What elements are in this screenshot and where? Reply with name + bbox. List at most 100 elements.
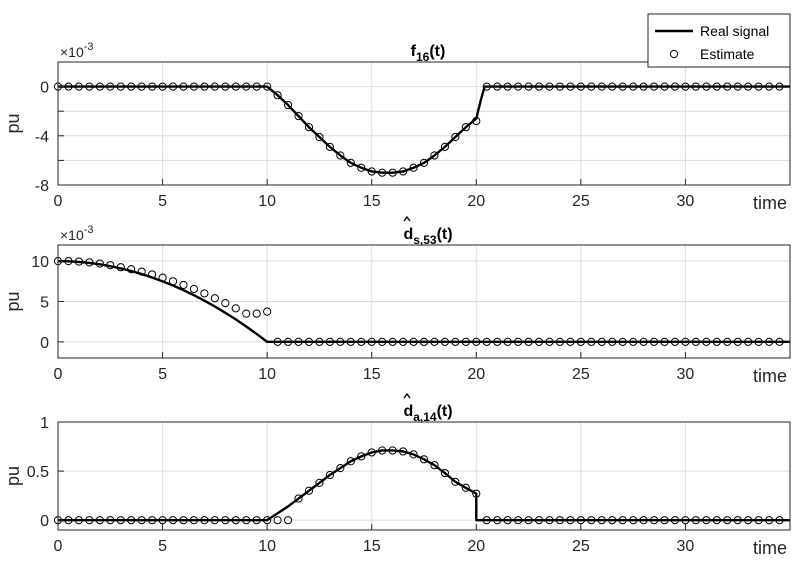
series-point-estimate: [294, 337, 303, 346]
x-axis-label: time: [753, 538, 787, 558]
y-tick-label: 0.5: [27, 464, 49, 481]
series-point-estimate: [64, 82, 73, 91]
series-point-estimate: [74, 82, 84, 91]
series-point-estimate: [127, 265, 136, 274]
series-point-estimate: [587, 516, 596, 525]
x-tick-label: 10: [258, 538, 276, 555]
series-line-real-signal: [58, 449, 790, 522]
series-point-estimate: [566, 516, 575, 525]
series-point-estimate: [451, 132, 460, 142]
series-point-estimate: [409, 163, 418, 172]
x-tick-label: 20: [467, 538, 485, 555]
series-point-estimate: [670, 337, 680, 346]
axes-box: [57, 61, 791, 186]
series-point-estimate: [273, 91, 282, 100]
series-point-estimate: [325, 470, 334, 480]
x-tick-label: 25: [572, 366, 590, 383]
series-point-estimate: [85, 82, 94, 91]
series-point-estimate: [608, 337, 617, 346]
series-point-estimate: [618, 516, 627, 525]
series-point-estimate: [106, 82, 115, 91]
series-point-estimate: [325, 142, 334, 151]
x-tick-label: 5: [158, 538, 167, 555]
series-point-estimate: [294, 494, 303, 503]
series-point-estimate: [566, 82, 575, 91]
series-point-estimate: [148, 82, 157, 91]
series-point-estimate: [273, 516, 282, 525]
series-point-estimate: [116, 263, 125, 272]
series-point-estimate: [430, 461, 439, 470]
series-point-estimate: [210, 82, 219, 91]
y-axis-label: pu: [3, 113, 23, 133]
series-point-estimate: [744, 82, 753, 91]
series-point-estimate: [398, 337, 408, 346]
series-point-estimate: [660, 516, 669, 525]
series-point-estimate: [681, 516, 690, 525]
legend-label: Estimate: [700, 46, 755, 62]
series-point-estimate: [357, 337, 366, 346]
series-point-estimate: [242, 82, 251, 91]
legend-box: [647, 13, 791, 68]
series-point-estimate: [398, 447, 408, 456]
series-point-estimate: [430, 151, 439, 160]
chart-panel-3: 0 5 10 15 20 25 30 0 0.5 1 time pu da,14(t): [3, 392, 791, 558]
series-point-estimate: [252, 516, 261, 525]
series-point-estimate: [670, 82, 680, 91]
series-point-estimate: [576, 82, 585, 91]
series-point-estimate: [158, 82, 167, 91]
y-tick-label: 10: [31, 254, 49, 271]
series-point-estimate: [200, 516, 209, 525]
series-point-estimate: [168, 516, 178, 525]
series-point-estimate: [754, 82, 763, 91]
series-point-estimate: [127, 516, 136, 525]
series-point-estimate: [744, 337, 753, 346]
series-point-estimate: [95, 82, 104, 91]
series-point-estimate: [712, 82, 721, 91]
series-point-estimate: [210, 294, 219, 303]
series-point-estimate: [639, 516, 648, 525]
series-point-estimate: [691, 82, 700, 91]
series-point-estimate: [409, 450, 418, 459]
series-point-estimate: [733, 82, 742, 91]
series-point-estimate: [493, 516, 502, 525]
series-point-estimate: [116, 82, 125, 91]
y-axis-label: pu: [3, 291, 23, 311]
series-point-estimate: [503, 82, 512, 91]
series-point-estimate: [754, 337, 763, 346]
series-point-estimate: [472, 337, 481, 346]
series-point-estimate: [723, 82, 732, 91]
series-point-estimate: [733, 337, 742, 346]
series-point-estimate: [503, 337, 512, 346]
series-point-estimate: [597, 337, 606, 346]
plot-area: [58, 422, 790, 530]
series-point-estimate: [367, 448, 376, 457]
series-point-estimate: [514, 337, 523, 346]
series-point-estimate: [273, 337, 282, 346]
series-point-estimate: [315, 132, 324, 142]
series-point-estimate: [346, 337, 355, 346]
series-point-estimate: [367, 337, 376, 346]
series-point-estimate: [315, 337, 324, 346]
title-hat-icon: [403, 392, 411, 399]
series-point-estimate: [252, 309, 261, 318]
series-point-estimate: [764, 337, 774, 346]
series-point-estimate: [210, 516, 219, 525]
series-point-estimate: [378, 337, 387, 346]
legend-label: Real signal: [700, 23, 769, 39]
x-tick-label: 0: [54, 538, 63, 555]
series-point-estimate: [221, 299, 230, 308]
series-point-estimate: [440, 142, 450, 151]
series-point-estimate: [137, 516, 146, 525]
series-point-estimate: [440, 337, 450, 346]
series-point-estimate: [242, 309, 251, 318]
series-point-estimate: [64, 257, 73, 266]
series-point-estimate: [85, 516, 94, 525]
y-tick-label: -4: [35, 129, 49, 146]
x-axis-label: time: [753, 366, 787, 386]
series-point-estimate: [629, 516, 638, 525]
series-point-estimate: [618, 337, 627, 346]
series-point-estimate: [608, 516, 617, 525]
chart-title: ds,53(t): [403, 226, 452, 247]
legend: Real signal Estimate: [647, 13, 791, 68]
series-point-estimate: [555, 337, 565, 346]
